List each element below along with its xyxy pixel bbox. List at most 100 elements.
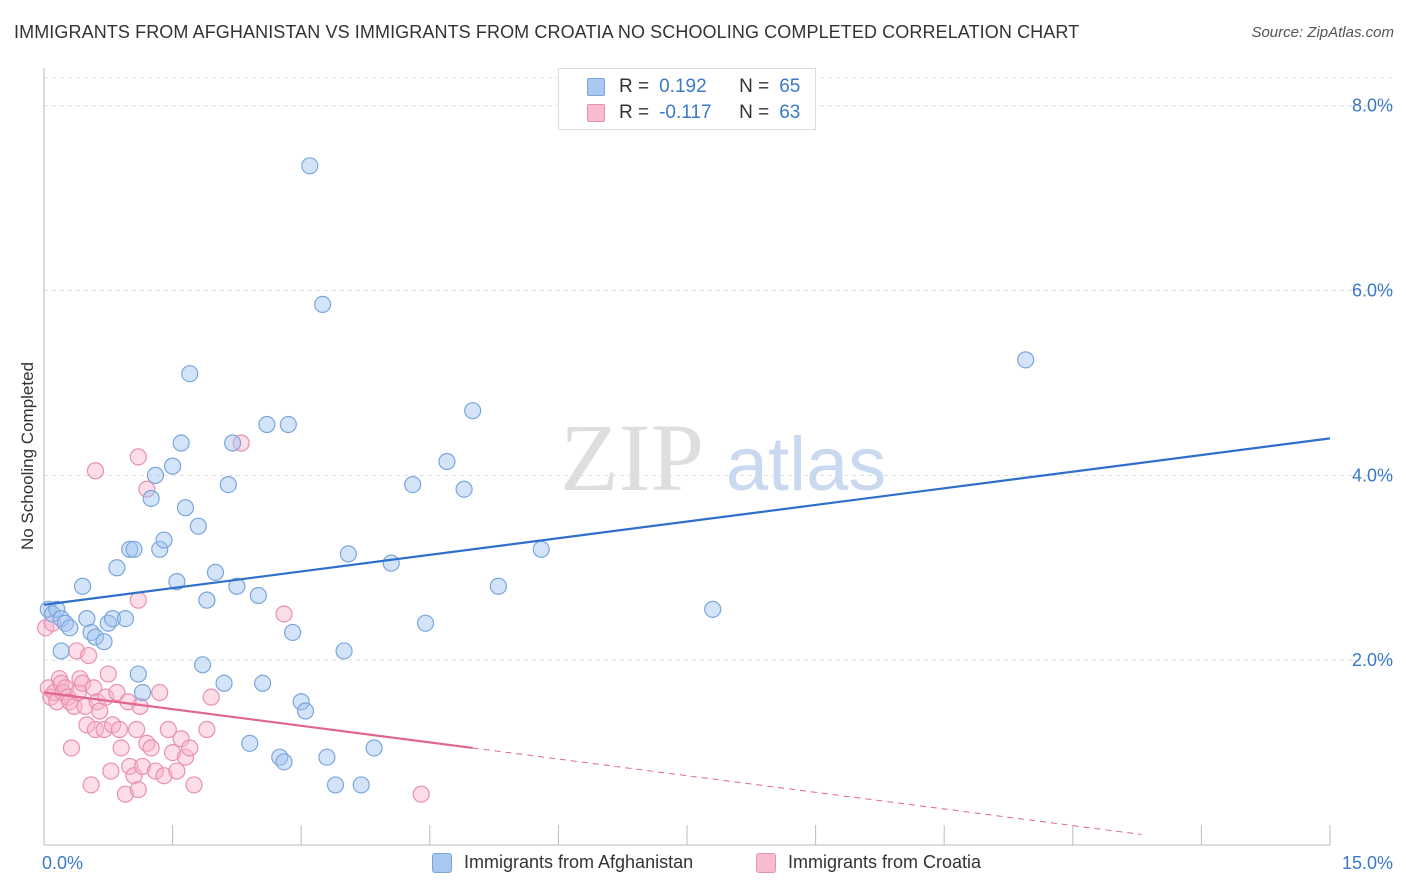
afghanistan-point (254, 674, 272, 692)
afghanistan-point (489, 577, 507, 595)
croatia-point (185, 776, 203, 794)
legend-r-value: 0.192 (659, 76, 707, 97)
afghanistan-point (318, 748, 336, 766)
legend-n-value: 63 (779, 102, 801, 123)
afghanistan-point (116, 609, 135, 628)
croatia-point (181, 739, 199, 757)
afghanistan-point (314, 295, 332, 314)
afghanistan-point (416, 614, 435, 632)
croatia-point (110, 720, 129, 739)
croatia-point (202, 688, 220, 706)
afghanistan-point (352, 776, 370, 794)
afghanistan-point (464, 402, 482, 420)
croatia-point (146, 762, 165, 780)
y-tick-label: 2.0% (1352, 650, 1393, 670)
afghanistan-point (228, 577, 246, 595)
tick-labels: 2.0% 4.0% 6.0% 8.0% 0.0% 15.0% (42, 96, 1393, 873)
afghanistan-point (168, 573, 186, 591)
afghanistan-point (382, 554, 400, 572)
croatia-point (116, 785, 135, 803)
legend-n-label: N = (739, 102, 770, 123)
afghanistan-point (455, 480, 473, 498)
afghanistan-point (73, 577, 92, 595)
afghanistan-point (181, 365, 199, 383)
croatia-point (79, 646, 98, 665)
afghanistan-point (52, 642, 70, 660)
bottom-legend-swatch-croatia (756, 852, 776, 873)
afghanistan-point (365, 739, 383, 757)
afghanistan-point (301, 157, 319, 175)
afghanistan-point (275, 753, 293, 771)
croatia-point (73, 674, 92, 692)
croatia-point (198, 720, 216, 739)
legend-swatch-croatia (587, 104, 605, 122)
croatia-point (112, 739, 130, 757)
croatia-point (151, 683, 169, 702)
legend-r-value: -0.117 (659, 102, 712, 123)
afghanistan-point (224, 434, 242, 452)
trend-lines (43, 437, 1331, 835)
croatia-trend-extrapolation (472, 747, 1142, 835)
afghanistan-point (125, 540, 143, 558)
croatia-trend-line (43, 691, 473, 750)
bottom-legend-label-croatia: Immigrants from Croatia (788, 852, 982, 872)
croatia-point (138, 480, 156, 498)
croatia-point (164, 743, 182, 762)
afghanistan-point (86, 628, 105, 646)
croatia-point (125, 767, 143, 785)
x-tick-label-min: 0.0% (42, 853, 83, 873)
afghanistan-point (194, 656, 212, 674)
chart-title: IMMIGRANTS FROM AFGHANISTAN VS IMMIGRANT… (14, 22, 1080, 42)
chart-source: Source: ZipAtlas.com (1251, 24, 1394, 41)
croatia-point (412, 785, 430, 803)
croatia-point (275, 605, 293, 623)
croatia-point (78, 716, 96, 734)
croatia-point (82, 776, 100, 794)
croatia-point (159, 720, 177, 739)
afghanistan-point (532, 540, 550, 558)
zipatlas-watermark: ZIP atlas (560, 404, 886, 511)
afghanistan-points (39, 157, 1035, 794)
y-tick-label: 4.0% (1352, 465, 1393, 485)
y-tick-label: 8.0% (1352, 96, 1393, 116)
legend-row-croatia: R = -0.117 N = 63 (587, 100, 800, 126)
afghanistan-point (206, 563, 225, 581)
afghanistan-point (704, 600, 722, 618)
afghanistan-point (215, 674, 233, 692)
croatia-point (62, 739, 81, 757)
croatia-point (176, 748, 195, 766)
afghanistan-point (142, 489, 160, 508)
afghanistan-point (1017, 351, 1035, 369)
afghanistan-point (219, 476, 237, 494)
afghanistan-point (172, 434, 190, 452)
afghanistan-point (241, 734, 259, 752)
afghanistan-point (164, 457, 182, 475)
afghanistan-point (146, 466, 165, 484)
afghanistan-point (108, 559, 126, 577)
legend-n-label: N = (739, 76, 770, 97)
afghanistan-point (151, 540, 169, 558)
afghanistan-point (189, 517, 207, 535)
afghanistan-point (296, 702, 315, 720)
croatia-point (71, 670, 89, 688)
croatia-point (129, 591, 147, 609)
afghanistan-point (335, 642, 353, 660)
afghanistan-point (258, 415, 276, 434)
y-tick-label: 6.0% (1352, 281, 1393, 301)
bottom-legend-croatia: Immigrants from Croatia (756, 852, 981, 873)
croatia-point (121, 757, 139, 776)
croatia-point (86, 462, 105, 480)
afghanistan-point (48, 600, 66, 618)
croatia-point (142, 739, 160, 757)
bottom-legend-afghanistan: Immigrants from Afghanistan (432, 852, 693, 873)
x-tick-label-max: 15.0% (1342, 853, 1393, 873)
watermark-atlas: atlas (726, 422, 887, 507)
croatia-point (129, 448, 147, 466)
afghanistan-point (284, 623, 302, 642)
croatia-point (127, 720, 146, 739)
axes (43, 68, 1331, 846)
afghanistan-point (61, 619, 79, 637)
bottom-legend-label-afghanistan: Immigrants from Afghanistan (464, 852, 694, 872)
afghanistan-point (292, 693, 310, 711)
